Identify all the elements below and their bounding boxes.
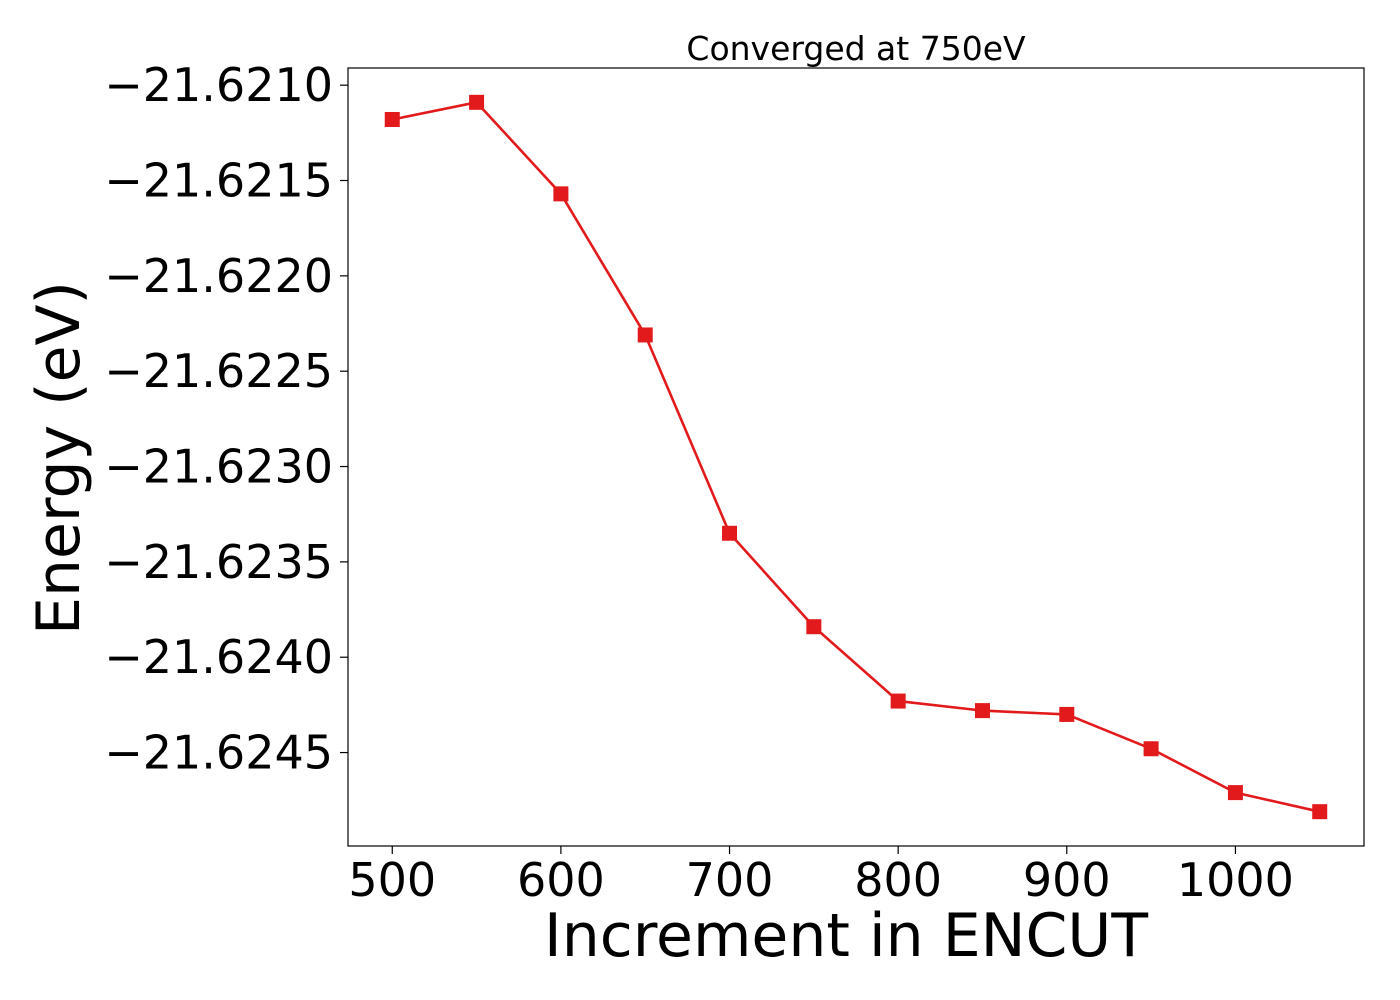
y-tick-label: −21.6240 [104, 630, 333, 684]
x-tick-label: 600 [517, 853, 605, 907]
x-tick-label: 800 [854, 853, 942, 907]
plot-frame [347, 67, 1365, 847]
data-point-marker [469, 94, 485, 110]
x-tick-label: 700 [686, 853, 774, 907]
y-tick-label: −21.6235 [104, 535, 333, 589]
data-point-marker [974, 703, 990, 719]
x-axis-label: Increment in ENCUT [544, 901, 1148, 971]
data-point-marker [384, 111, 400, 127]
y-tick-label: −21.6220 [104, 249, 333, 303]
data-point-marker [553, 186, 569, 202]
x-tick-label: 1000 [1177, 853, 1294, 907]
y-tick-label: −21.6245 [104, 726, 333, 780]
series-line [392, 101, 1321, 813]
data-point-marker [890, 693, 906, 709]
y-tick-label: −21.6215 [104, 154, 333, 208]
data-point-marker [806, 619, 822, 635]
chart-title: Converged at 750eV [686, 29, 1026, 68]
data-point-marker [1059, 706, 1075, 722]
y-tick-label: −21.6210 [104, 58, 333, 112]
y-axis-label: Energy (eV) [24, 281, 94, 635]
data-point-marker [1227, 785, 1243, 801]
y-tick-label: −21.6225 [104, 344, 333, 398]
y-tick-label: −21.6230 [104, 440, 333, 494]
x-tick-label: 500 [348, 853, 436, 907]
data-point-marker [1143, 741, 1159, 757]
data-point-marker [722, 525, 738, 541]
data-point-marker [1312, 804, 1328, 820]
data-point-marker [637, 327, 653, 343]
plot-area: 500 600 700 800 900 1000 −21.6210 −21.6215 −21.6… [104, 58, 1365, 907]
x-tick-label: 900 [1023, 853, 1111, 907]
